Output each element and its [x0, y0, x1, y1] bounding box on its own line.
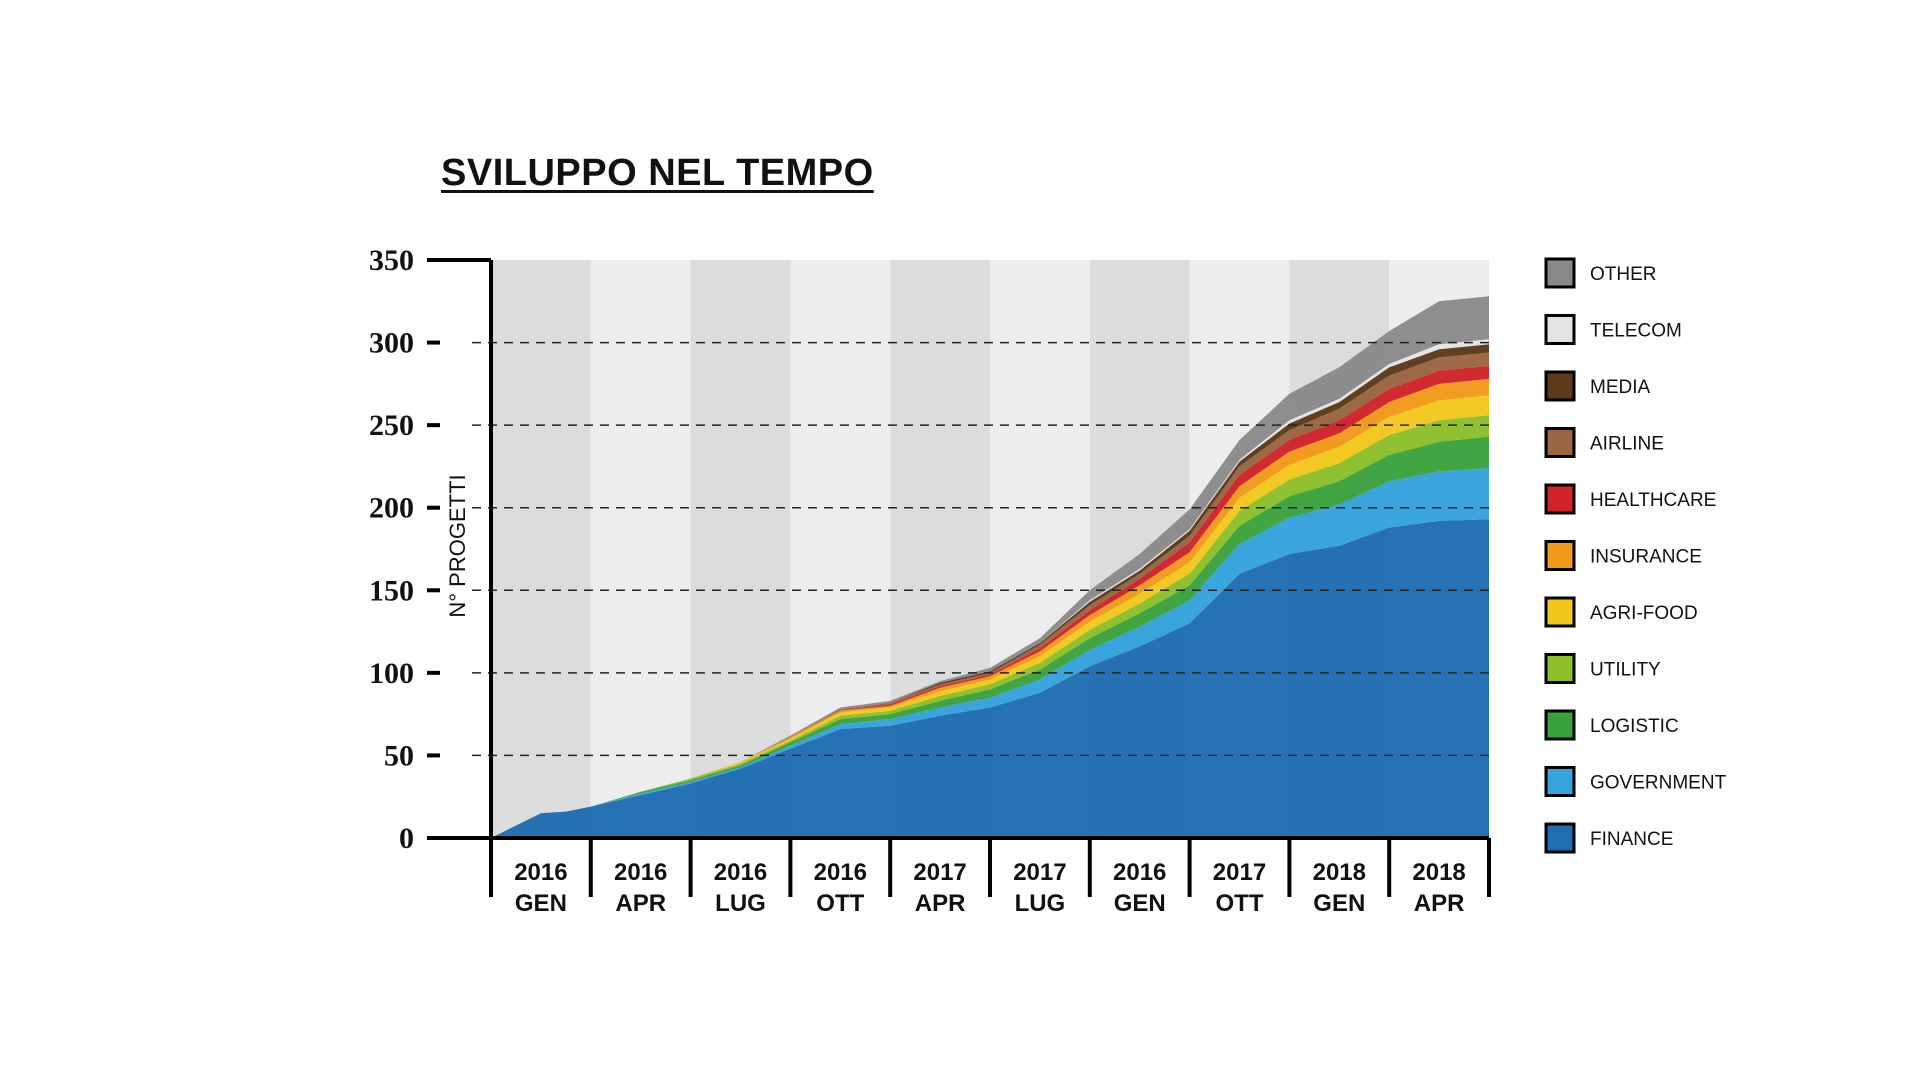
area-other — [491, 296, 1489, 838]
legend-swatch-healthcare — [1544, 483, 1576, 515]
y-tick-label-50: 50 — [384, 739, 414, 772]
legend-swatch-media — [1544, 370, 1576, 402]
legend-item-airline: AIRLINE — [1544, 427, 1664, 458]
legend-item-healthcare: HEALTHCARE — [1544, 483, 1716, 515]
x-tick-year-7: 2017 — [1213, 859, 1266, 886]
legend-label-agri-food: AGRI-FOOD — [1590, 603, 1698, 624]
y-tick-label-300: 300 — [369, 327, 414, 360]
legend: OTHER TELECOM MEDIA AIRLINE HEALTHCARE INSURA… — [1544, 257, 1727, 854]
legend-label-insurance: INSURANCE — [1590, 547, 1702, 568]
x-tick-year-0: 2016 — [514, 859, 567, 886]
legend-swatch-airline — [1544, 427, 1576, 458]
x-tick-year-6: 2016 — [1113, 859, 1166, 886]
legend-label-finance: FINANCE — [1590, 829, 1673, 850]
legend-label-utility: UTILITY — [1590, 660, 1661, 681]
x-tick-month-4: APR — [915, 890, 966, 917]
x-tick-year-2: 2016 — [714, 859, 767, 886]
x-tick-month-3: OTT — [816, 890, 864, 917]
area-agri-food — [491, 395, 1489, 838]
y-tick-label-0: 0 — [399, 822, 414, 855]
legend-item-finance: FINANCE — [1544, 822, 1673, 854]
x-tick-month-5: LUG — [1015, 890, 1066, 917]
legend-swatch-utility — [1544, 653, 1576, 684]
y-tick-label-150: 150 — [369, 574, 414, 607]
x-tick-month-0: GEN — [515, 890, 567, 917]
x-tick-month-2: LUG — [715, 890, 766, 917]
legend-label-telecom: TELECOM — [1590, 321, 1682, 342]
legend-label-media: MEDIA — [1590, 377, 1651, 398]
x-tick-year-8: 2018 — [1313, 859, 1366, 886]
x-tick-month-7: OTT — [1216, 890, 1264, 917]
x-tick-year-5: 2017 — [1013, 859, 1066, 886]
legend-item-media: MEDIA — [1544, 370, 1651, 402]
area-insurance — [491, 378, 1489, 838]
y-ticks: 0 50 100 150 200 250 300 350 — [369, 244, 440, 855]
axes — [427, 258, 1489, 840]
x-tick-year-1: 2016 — [614, 859, 667, 886]
x-tick-year-4: 2017 — [913, 859, 966, 886]
area-healthcare — [491, 365, 1489, 838]
legend-label-logistic: LOGISTIC — [1590, 716, 1679, 737]
legend-label-airline: AIRLINE — [1590, 434, 1664, 455]
area-government — [491, 468, 1489, 838]
band-1 — [590, 260, 691, 838]
legend-label-government: GOVERNMENT — [1590, 773, 1727, 794]
legend-swatch-government — [1544, 766, 1576, 797]
x-tick-month-8: GEN — [1313, 890, 1365, 917]
band-2 — [690, 260, 791, 838]
legend-item-insurance: INSURANCE — [1544, 540, 1702, 571]
legend-item-logistic: LOGISTIC — [1544, 709, 1679, 741]
chart-title: SVILUPPO NEL TEMPO — [441, 152, 874, 194]
y-axis-label: N° PROGETTI — [445, 474, 470, 617]
legend-item-agri-food: AGRI-FOOD — [1544, 596, 1698, 628]
legend-item-telecom: TELECOM — [1544, 314, 1682, 345]
x-tick-year-3: 2016 — [814, 859, 867, 886]
area-airline — [491, 352, 1489, 838]
area-finance — [491, 519, 1489, 838]
x-tick-month-1: APR — [615, 890, 666, 917]
legend-item-utility: UTILITY — [1544, 653, 1661, 684]
legend-swatch-finance — [1544, 822, 1576, 854]
y-tick-label-250: 250 — [369, 409, 414, 442]
x-tick-year-9: 2018 — [1412, 859, 1465, 886]
legend-item-government: GOVERNMENT — [1544, 766, 1727, 797]
stacked-areas — [491, 296, 1489, 838]
legend-swatch-agri-food — [1544, 596, 1576, 628]
legend-swatch-other — [1544, 257, 1576, 289]
legend-swatch-logistic — [1544, 709, 1576, 741]
legend-swatch-telecom — [1544, 314, 1576, 345]
area-utility — [491, 415, 1489, 838]
band-0 — [491, 260, 591, 838]
legend-label-other: OTHER — [1590, 264, 1657, 285]
legend-swatch-insurance — [1544, 540, 1576, 571]
legend-label-healthcare: HEALTHCARE — [1590, 490, 1716, 511]
y-tick-label-350: 350 — [369, 244, 414, 277]
area-logistic — [491, 436, 1489, 838]
x-tick-month-9: APR — [1414, 890, 1465, 917]
y-tick-label-100: 100 — [369, 657, 414, 690]
legend-item-other: OTHER — [1544, 257, 1657, 289]
x-ticks: 2016 GEN 2016 APR 2016 LUG 2016 OTT 2017 APR 2017 L… — [489, 838, 1491, 917]
y-tick-label-200: 200 — [369, 492, 414, 525]
x-tick-month-6: GEN — [1114, 890, 1166, 917]
